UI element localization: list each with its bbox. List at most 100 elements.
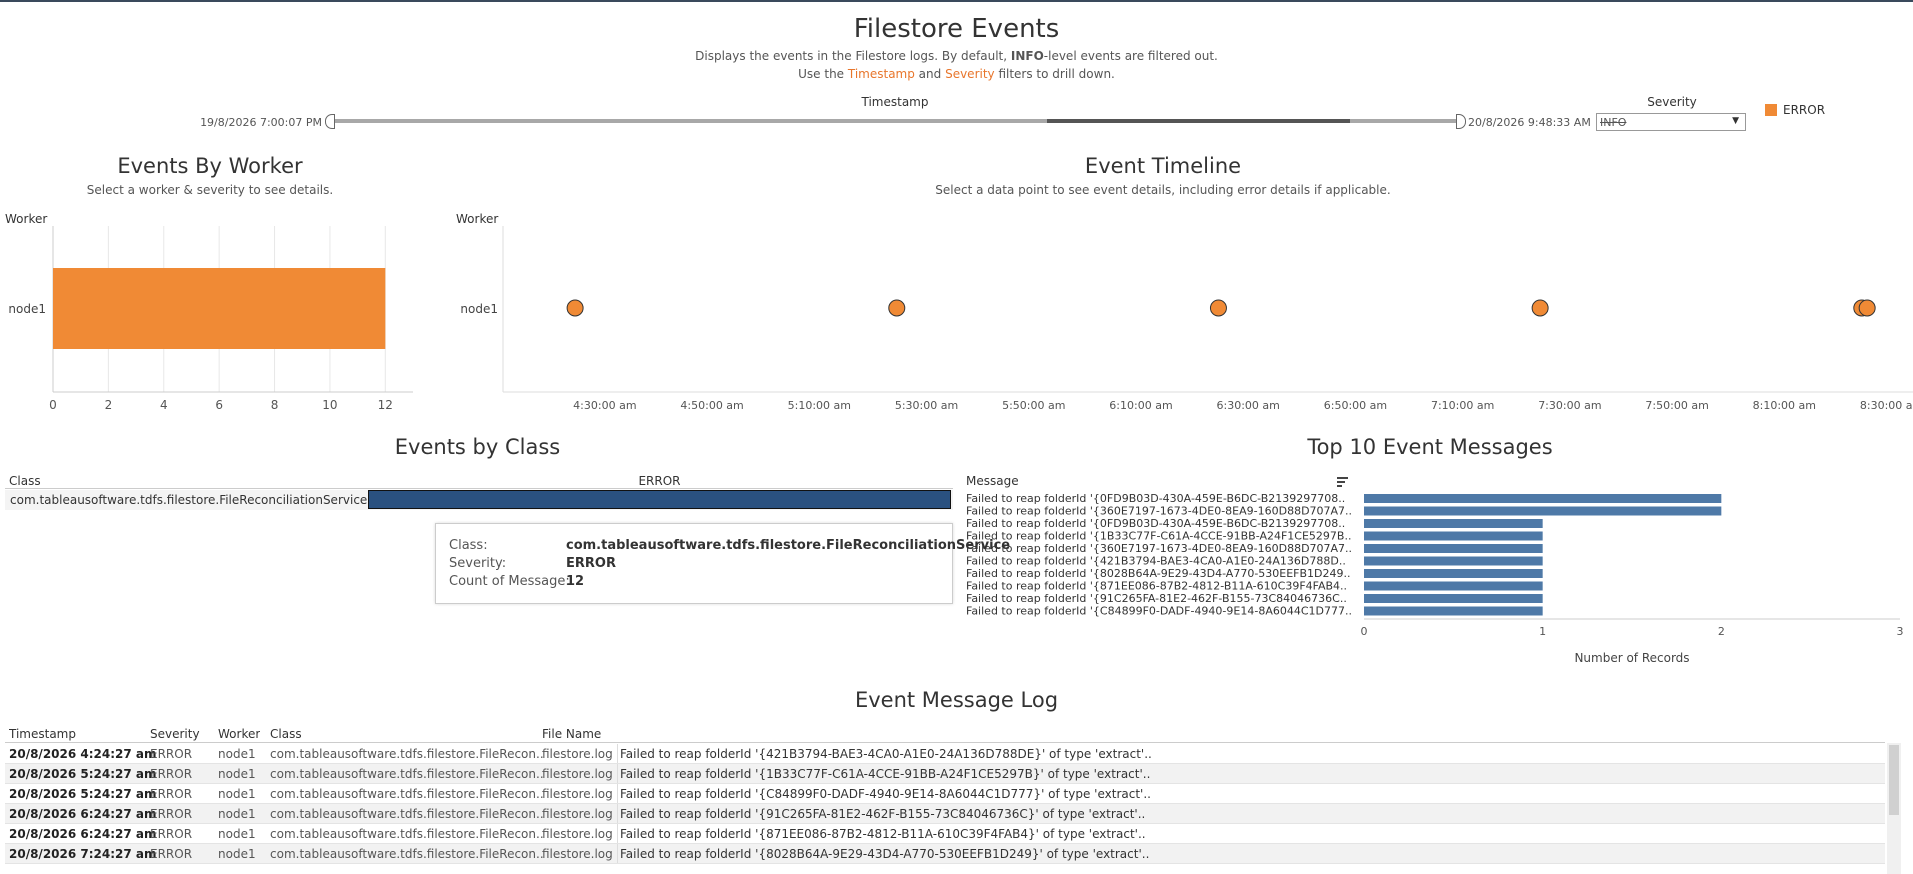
tooltip-count-value: 12 [566,574,585,589]
message-label: Failed to reap folderId '{0FD9B03D-430A-… [966,492,1345,505]
top-messages-col-message: Message [966,474,1019,488]
timestamp-filter-end: 20/8/2026 9:48:33 AM [1468,116,1591,129]
events-by-class-col-class: Class [9,474,41,488]
table-cell-ts: 20/8/2026 4:24:27 am [9,747,157,761]
table-row-separator [617,844,618,863]
table-cell-ts: 20/8/2026 7:24:27 am [9,847,157,861]
timeline-x-tick-label: 6:50:00 am [1324,399,1387,412]
sort-icon[interactable] [1336,473,1350,487]
events-by-worker-axis-header: Worker [5,212,48,226]
dashboard-description-line1: Displays the events in the Filestore log… [695,49,1218,63]
timeline-point [1209,299,1227,317]
worker-x-tick-label: 4 [160,398,168,412]
message-label: Failed to reap folderId '{1B33C77F-C61A-… [966,530,1351,543]
message-label: Failed to reap folderId '{360E7197-1673-… [966,505,1352,518]
timeline-x-tick-label: 4:30:00 am [573,399,636,412]
messages-x-tick-label: 2 [1718,625,1725,638]
table-cell-sev: ERROR [150,807,193,821]
event-log-header-line [5,742,1885,743]
table-cell-msg: Failed to reap folderId '{871EE086-87B2-… [620,827,1146,841]
event-log-col-class[interactable]: Class [270,727,302,741]
table-row[interactable] [5,744,1885,764]
message-bar [1364,569,1543,578]
top-messages-title: Top 10 Event Messages [1307,435,1553,459]
tooltip-count-label: Count of Message: [449,574,570,589]
event-log-col-file-name[interactable]: File Name [542,727,602,741]
worker-x-tick-label: 12 [378,398,393,412]
timeline-point [888,299,906,317]
message-bar [1364,556,1543,566]
message-bar [1364,494,1722,503]
messages-x-tick-label: 0 [1361,625,1368,638]
tooltip-severity-value: ERROR [566,556,616,571]
event-log-col-timestamp[interactable]: Timestamp [9,727,76,741]
timeline-x-tick-label: 8:10:00 am [1753,399,1816,412]
messages-x-tick-label: 3 [1897,625,1904,638]
events-by-worker-subtitle: Select a worker & severity to see detail… [86,183,334,197]
table-row-separator [617,824,618,843]
timeline-x-tick-label: 5:50:00 am [1002,399,1065,412]
worker-x-tick-label: 10 [322,398,337,412]
message-bar [1364,581,1543,591]
worker-category-label: node1 [8,302,46,316]
table-cell-file: filestore.log [542,827,613,841]
table-row[interactable] [5,784,1885,804]
top-border [0,0,1913,2]
timeline-x-tick-label: 7:10:00 am [1431,399,1494,412]
table-row-separator [617,744,618,763]
table-cell-worker: node1 [218,807,256,821]
timeline-x-tick-label: 6:30:00 am [1217,399,1280,412]
dashboard-title: Filestore Events [853,14,1060,44]
table-cell-worker: node1 [218,847,256,861]
tooltip-class-value: com.tableausoftware.tdfs.filestore.FileR… [566,538,1011,553]
legend-swatch-error[interactable] [1765,104,1777,116]
events-by-class-bar[interactable] [368,490,951,509]
table-row-separator [617,784,618,803]
message-bar [1364,506,1722,516]
table-cell-ts: 20/8/2026 5:24:27 am [9,787,157,801]
timestamp-slider-end-handle[interactable] [1456,114,1466,129]
event-log-title: Event Message Log [854,688,1059,712]
table-cell-worker: node1 [218,787,256,801]
table-cell-worker: node1 [218,827,256,841]
message-bar [1364,606,1543,616]
severity-dropdown[interactable]: INFO ▼ [1596,113,1746,131]
severity-dropdown-value: INFO [1600,116,1627,129]
table-row[interactable] [5,804,1885,824]
table-cell-msg: Failed to reap folderId '{421B3794-BAE3-… [620,747,1152,761]
timeline-x-tick-label: 7:30:00 am [1538,399,1601,412]
message-label: Failed to reap folderId '{8028B64A-9E29-… [966,567,1351,580]
table-cell-sev: ERROR [150,787,193,801]
timestamp-slider-track[interactable] [330,119,1460,123]
timeline-point [1858,299,1876,317]
event-log-col-severity[interactable]: Severity [150,727,200,741]
events-by-worker-title: Events By Worker [117,154,303,178]
event-timeline-chart: 4:30:00 am 4:50:00 am 5:10:00 am 5:30:00 am… [460,226,1913,412]
event-log-col-worker[interactable]: Worker [218,727,261,741]
timeline-x-tick-label: 6:10:00 am [1109,399,1172,412]
timeline-category-label: node1 [460,302,498,316]
table-row[interactable] [5,824,1885,844]
message-label: Failed to reap folderId '{C84899F0-DADF-… [966,605,1352,618]
table-cell-file: filestore.log [542,847,613,861]
tooltip-severity-label: Severity: [449,556,507,571]
worker-x-tick-label: 6 [215,398,223,412]
event-log-scrollbar[interactable] [1887,743,1901,874]
table-cell-file: filestore.log [542,787,613,801]
table-cell-cls: com.tableausoftware.tdfs.filestore.FileR… [270,807,544,821]
timestamp-slider-start-handle[interactable] [325,114,335,129]
worker-bar-node1 [53,268,386,349]
table-row[interactable] [5,844,1885,864]
table-cell-file: filestore.log [542,807,613,821]
message-label: Failed to reap folderId '{360E7197-1673-… [966,542,1352,555]
message-label: Failed to reap folderId '{0FD9B03D-430A-… [966,517,1345,530]
sort-icon-graphic [1337,477,1348,487]
event-log-scrollbar-thumb[interactable] [1889,745,1899,815]
event-timeline-title: Event Timeline [1084,154,1242,178]
table-cell-msg: Failed to reap folderId '{91C265FA-81E2-… [620,807,1146,821]
events-by-worker-chart: 0 2 4 6 8 10 12 node1 [8,226,413,412]
table-cell-msg: Failed to reap folderId '{8028B64A-9E29-… [620,847,1150,861]
message-bar [1364,531,1543,541]
worker-x-tick-label: 8 [271,398,279,412]
table-row[interactable] [5,764,1885,784]
